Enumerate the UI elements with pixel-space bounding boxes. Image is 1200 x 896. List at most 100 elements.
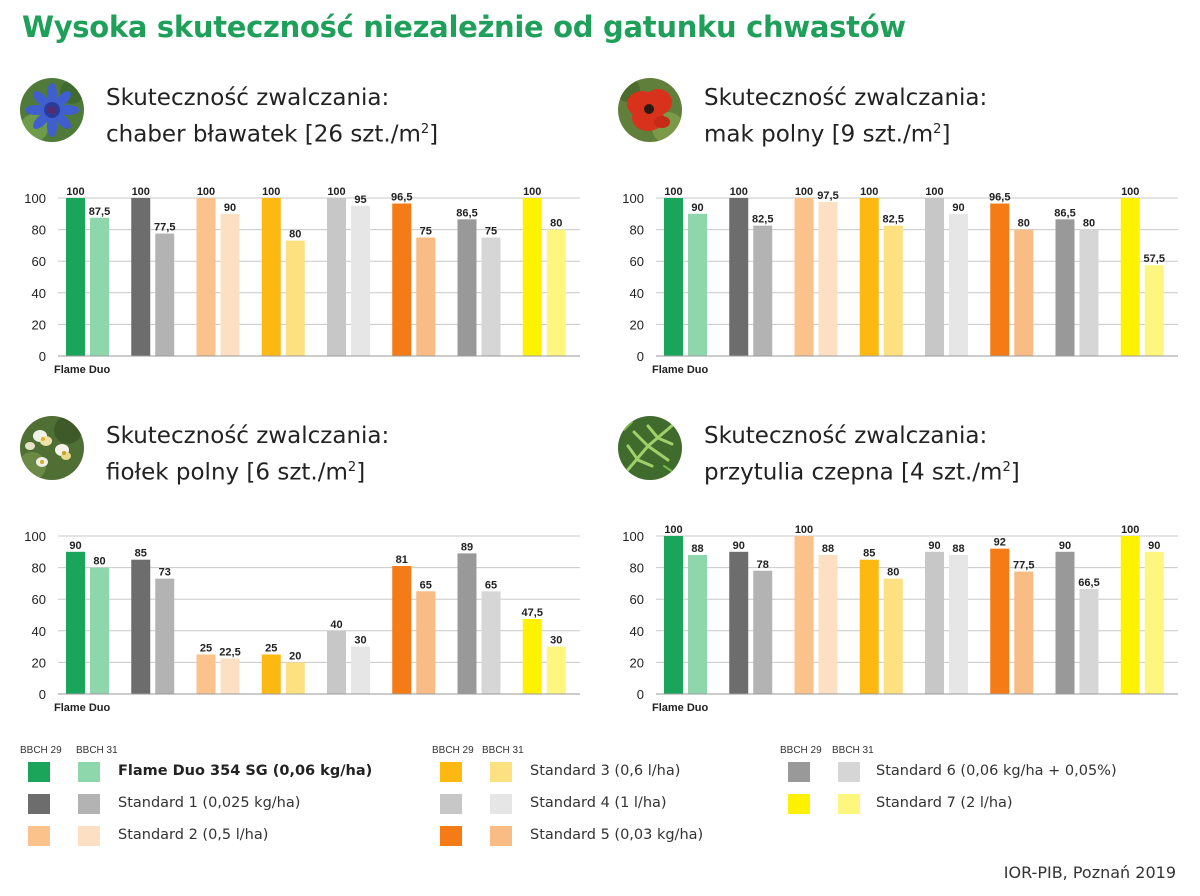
data-label: 80 <box>1018 218 1030 230</box>
x-tick-label: Flame Duo <box>652 364 709 376</box>
data-label: 100 <box>523 186 541 198</box>
bar-s7-bbch31 <box>546 229 566 356</box>
legend-label-s3: Standard 3 (0,6 l/ha) <box>530 763 681 779</box>
data-label: 25 <box>265 643 277 655</box>
bar-s1-bbch29 <box>729 551 749 694</box>
legend-swatch-s2-dark <box>28 826 50 846</box>
bar-s4-bbch29 <box>925 198 944 356</box>
bar-s5-bbch29 <box>392 203 412 356</box>
bar-s3-bbch31 <box>285 240 305 356</box>
data-label: 100 <box>327 186 345 198</box>
bar-flame-bbch29 <box>66 198 85 356</box>
y-tick-label: 100 <box>622 191 644 206</box>
y-tick-label: 60 <box>32 254 46 269</box>
poppy-photo-icon <box>618 78 682 142</box>
y-tick-label: 40 <box>32 286 46 301</box>
data-label: 20 <box>289 650 301 662</box>
bar-s4-bbch29 <box>327 630 346 694</box>
y-tick-label: 100 <box>24 191 46 206</box>
data-label: 57,5 <box>1144 253 1165 265</box>
legend-swatch-s5-dark <box>440 826 462 846</box>
legend-label-s4: Standard 4 (1 l/ha) <box>530 795 667 811</box>
bar-s6-bbch31 <box>1079 588 1099 694</box>
y-tick-label: 60 <box>630 254 644 269</box>
bar-s3-bbch31 <box>883 578 903 694</box>
data-label: 88 <box>822 543 834 555</box>
bar-s6-bbch31 <box>1079 229 1099 356</box>
bar-flame-bbch31 <box>688 554 707 694</box>
bar-s7-bbch31 <box>546 646 566 694</box>
legend-label-flame: Flame Duo 354 SG (0,06 kg/ha) <box>118 763 373 779</box>
y-tick-label: 0 <box>637 349 644 364</box>
data-label: 75 <box>485 226 497 238</box>
footer-credit: IOR-PIB, Poznań 2019 <box>1003 863 1176 882</box>
y-tick-label: 80 <box>630 223 644 238</box>
data-label: 100 <box>664 186 682 198</box>
legend-label-s6: Standard 6 (0,06 kg/ha + 0,05%) <box>876 763 1117 779</box>
bar-s4-bbch29 <box>925 551 944 694</box>
data-label: 86,5 <box>1054 207 1075 219</box>
y-tick-label: 40 <box>630 286 644 301</box>
legend-label-s1: Standard 1 (0,025 kg/ha) <box>118 795 301 811</box>
bar-s5-bbch31 <box>1014 229 1034 356</box>
data-label: 100 <box>197 186 215 198</box>
data-label: 78 <box>757 559 769 571</box>
bar-s7-bbch29 <box>522 198 542 356</box>
data-label: 90 <box>928 540 940 552</box>
data-label: 73 <box>159 567 171 579</box>
panel-title-cleavers: Skuteczność zwalczania: przytulia czepna… <box>704 423 1020 486</box>
bar-flame-bbch31 <box>688 213 707 356</box>
y-tick-label: 20 <box>630 655 644 670</box>
legend-label-s5: Standard 5 (0,03 kg/ha) <box>530 827 704 843</box>
y-tick-label: 40 <box>32 624 46 639</box>
y-tick-label: 80 <box>32 223 46 238</box>
legend-swatch-s7-dark <box>788 794 810 814</box>
legend-bbch29-header-2: BBCH 29 <box>432 745 474 756</box>
chart-cornflower: 0 20 40 60 80 100 100 87,5 100 77,5 100 90 100 80 100 9… <box>24 186 580 376</box>
legend-swatch-s1-light <box>78 794 100 814</box>
x-tick-label: Flame Duo <box>54 364 111 376</box>
data-label: 77,5 <box>154 222 175 234</box>
data-label: 82,5 <box>752 214 773 226</box>
panel-title-poppy: Skuteczność zwalczania: mak polny [9 szt… <box>704 85 988 148</box>
y-tick-label: 20 <box>32 655 46 670</box>
data-label: 82,5 <box>883 214 904 226</box>
bar-s2-bbch29 <box>794 198 814 356</box>
data-label: 97,5 <box>817 190 838 202</box>
data-label: 100 <box>132 186 150 198</box>
panel-title-field-pansy: Skuteczność zwalczania: fiołek polny [6 … <box>106 423 390 486</box>
chart-poppy: 0 20 40 60 80 100 100 90 100 82,5 100 97,5 100 82,5 10… <box>622 186 1178 376</box>
legend-bbch31-header-2: BBCH 31 <box>482 745 524 756</box>
legend-swatch-s4-dark <box>440 794 462 814</box>
legend-swatch-s3-dark <box>440 762 462 782</box>
bar-s6-bbch31 <box>481 237 501 356</box>
data-label: 30 <box>354 635 366 647</box>
bar-flame-bbch31 <box>90 217 109 356</box>
bar-s4-bbch31 <box>949 213 968 356</box>
data-label: 90 <box>952 202 964 214</box>
chart-cleavers: 0 20 40 60 80 100 100 88 90 78 100 88 85 80 90 88 92 77,5… <box>622 524 1178 714</box>
data-label: 100 <box>664 524 682 536</box>
data-label: 86,5 <box>456 207 477 219</box>
data-label: 30 <box>550 635 562 647</box>
data-label: 80 <box>550 218 562 230</box>
bar-s1-bbch29 <box>131 198 151 356</box>
data-label: 81 <box>396 554 408 566</box>
field-pansy-photo-icon <box>20 416 84 480</box>
bar-flame-bbch29 <box>66 551 85 694</box>
legend-bbch31-header-3: BBCH 31 <box>832 745 874 756</box>
data-label: 100 <box>66 186 84 198</box>
data-label: 65 <box>420 579 432 591</box>
bar-s3-bbch29 <box>859 559 879 694</box>
cleavers-photo-icon <box>618 416 682 480</box>
bar-s5-bbch29 <box>990 548 1010 694</box>
bar-s5-bbch29 <box>990 203 1010 356</box>
bar-s5-bbch31 <box>416 591 436 694</box>
data-label: 88 <box>952 543 964 555</box>
data-label: 75 <box>420 226 432 238</box>
y-tick-label: 40 <box>630 624 644 639</box>
bar-s6-bbch29 <box>1055 219 1075 356</box>
data-label: 88 <box>691 543 703 555</box>
data-label: 95 <box>354 194 366 206</box>
bar-s2-bbch31 <box>818 554 838 694</box>
